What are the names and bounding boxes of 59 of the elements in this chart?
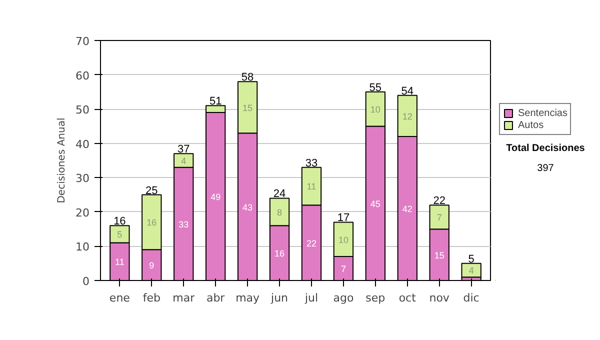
total-label: 37 <box>177 144 190 156</box>
y-axis-title: Decisiones Anual <box>56 118 68 204</box>
text: 397 <box>537 163 554 174</box>
total-label: 51 <box>209 96 222 108</box>
x-tick-label: ene <box>109 292 130 304</box>
text: Total Decisiones <box>506 143 586 154</box>
data-label: 12 <box>402 111 412 122</box>
total-label: 24 <box>273 188 286 200</box>
x-tick-label: feb <box>142 292 160 304</box>
x-tick-label: sep <box>366 292 386 304</box>
data-label: 7 <box>340 264 346 274</box>
x-tick-label: jun <box>270 292 288 304</box>
y-tick-label: 30 <box>76 172 90 186</box>
x-tick-label: dic <box>463 292 480 304</box>
x-tick-label: mar <box>172 292 196 304</box>
y-tick-label: 0 <box>82 275 90 288</box>
y-tick-label: 60 <box>76 69 90 82</box>
x-tick-label: may <box>236 292 260 304</box>
data-label: 9 <box>149 260 154 271</box>
data-label: 49 <box>210 192 221 202</box>
y-tick-label: 50 <box>76 104 90 117</box>
total-label: 17 <box>337 212 350 224</box>
data-label: 5 <box>117 230 122 240</box>
data-label: 7 <box>436 212 442 223</box>
total-label: 54 <box>401 85 414 98</box>
y-tick-label: 10 <box>76 240 90 254</box>
data-label: 11 <box>115 257 124 268</box>
total-label: 25 <box>146 184 158 197</box>
data-label: 42 <box>402 204 412 214</box>
data-label: 22 <box>306 238 316 248</box>
y-tick-label: 40 <box>76 138 90 151</box>
data-label: 10 <box>338 234 348 245</box>
data-label: 4 <box>468 266 474 276</box>
total-label: 33 <box>305 157 318 170</box>
x-tick-label: jul <box>304 292 318 304</box>
x-tick-label: oct <box>398 292 417 304</box>
total-label: 55 <box>369 82 382 94</box>
y-tick-label: 20 <box>76 206 90 220</box>
y-tick-label: 70 <box>76 35 90 48</box>
total-label: 5 <box>468 253 474 266</box>
data-label: 15 <box>434 250 444 260</box>
x-tick-label: abr <box>206 292 226 304</box>
data-label: 8 <box>277 207 282 218</box>
data-label: 45 <box>370 198 380 209</box>
total-label: 22 <box>433 195 446 208</box>
x-tick-label: ago <box>333 292 354 304</box>
data-label: 16 <box>274 248 285 259</box>
total-label: 58 <box>241 72 254 84</box>
data-label: 10 <box>370 104 380 115</box>
data-label: 11 <box>306 182 316 192</box>
legend-label: Autos <box>518 119 544 131</box>
data-label: 16 <box>146 218 157 228</box>
legend-label: Sentencias <box>518 107 568 119</box>
data-label: 43 <box>242 202 253 212</box>
data-label: 33 <box>178 219 189 230</box>
data-label: 15 <box>242 102 253 113</box>
data-label: 4 <box>181 156 186 166</box>
total-label: 16 <box>114 216 126 228</box>
x-tick-label: nov <box>429 292 450 304</box>
